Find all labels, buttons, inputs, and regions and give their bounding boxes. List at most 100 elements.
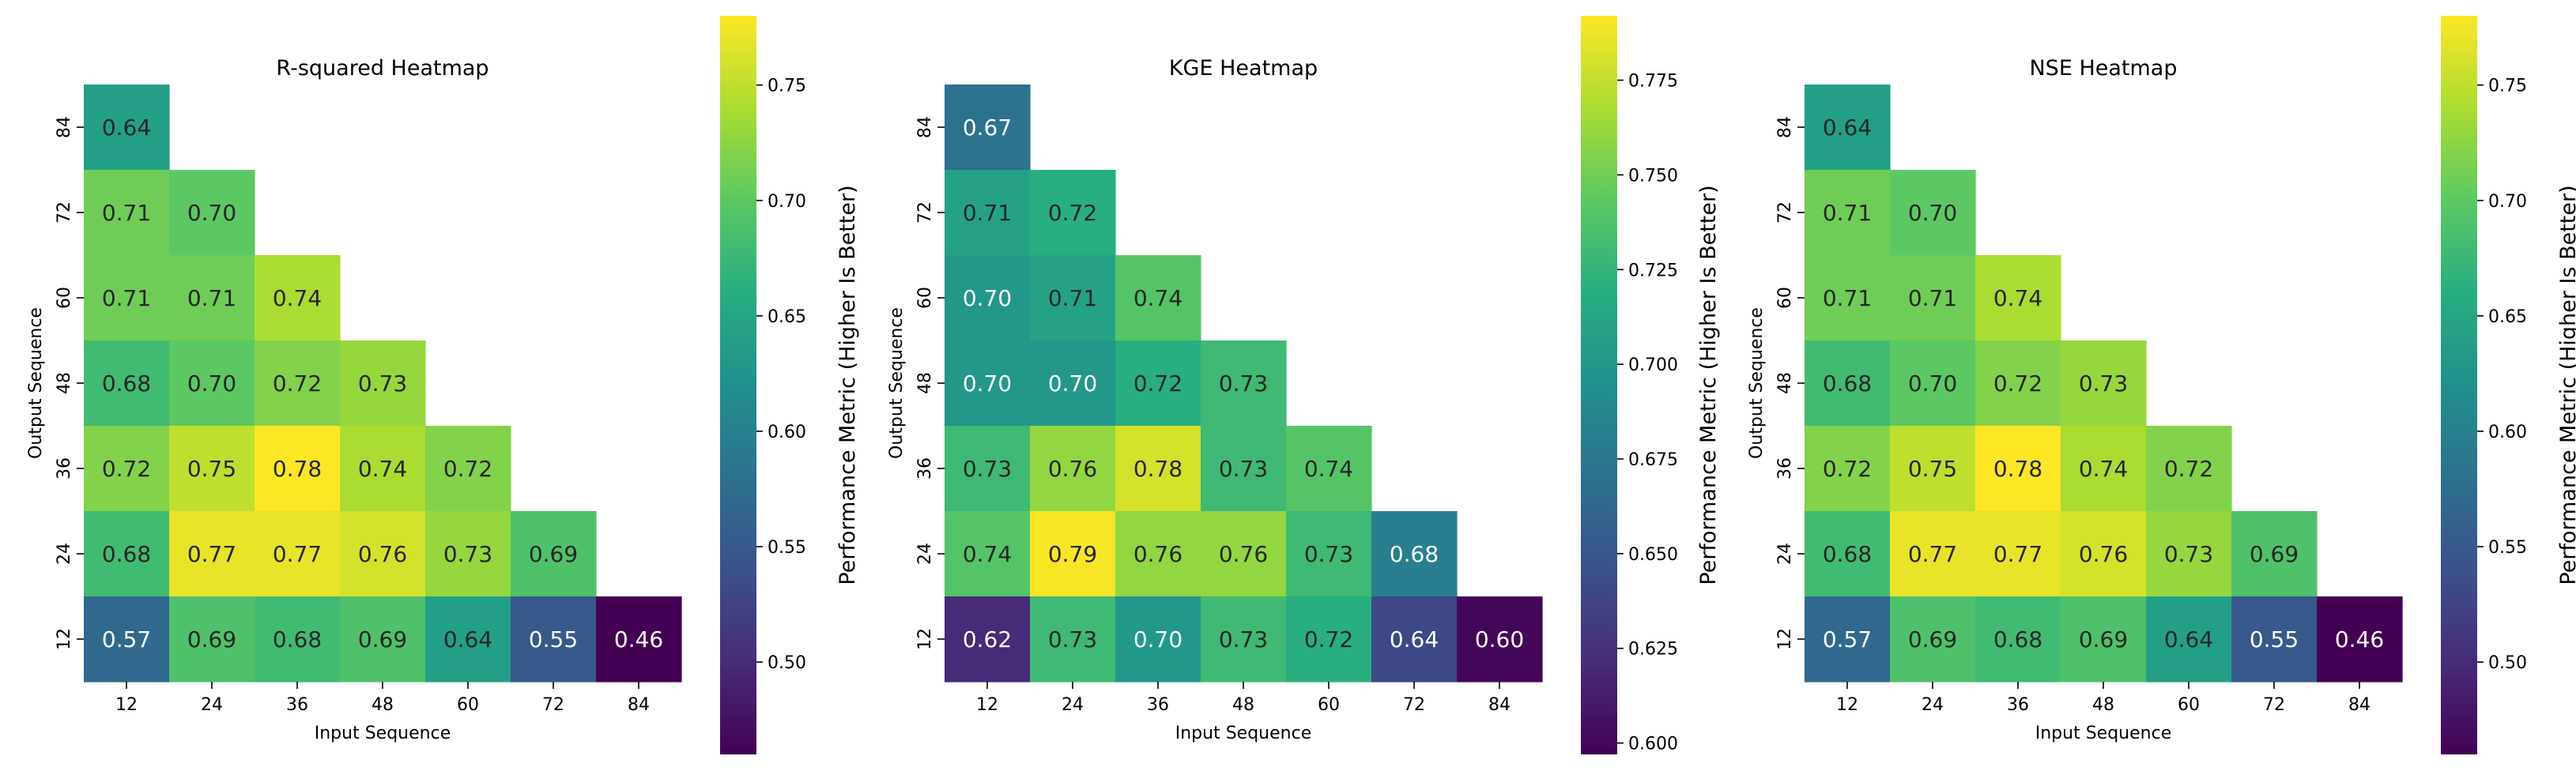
cell-value-label: 0.73 xyxy=(443,541,492,567)
heatmap-cell xyxy=(1890,511,1976,597)
cell-value-label: 0.57 xyxy=(1823,626,1872,653)
heatmap-cell xyxy=(1115,511,1201,597)
heatmap-cell xyxy=(1030,340,1116,427)
x-tick-label: 60 xyxy=(457,695,479,715)
cell-value-label: 0.64 xyxy=(2164,626,2213,653)
cell-value-label: 0.74 xyxy=(1133,285,1182,311)
heatmap-cell xyxy=(1975,511,2061,597)
cell-value-label: 0.72 xyxy=(1304,626,1353,653)
colorbar-tick-label: 0.50 xyxy=(768,653,806,673)
y-tick-label: 24 xyxy=(1775,543,1795,565)
cell-value-label: 0.46 xyxy=(2335,626,2384,653)
heatmap-cell xyxy=(945,596,1031,683)
heatmap-cell xyxy=(2146,426,2232,512)
cell-value-label: 0.68 xyxy=(1823,370,1872,397)
colorbar-tick-label: 0.775 xyxy=(1628,72,1678,92)
cell-value-label: 0.64 xyxy=(1823,115,1872,141)
heatmap-cell xyxy=(1030,511,1116,597)
heatmap-cell xyxy=(1890,170,1976,256)
cell-value-label: 0.71 xyxy=(1823,285,1872,311)
cell-value-label: 0.78 xyxy=(1133,456,1182,482)
y-axis-label: Output Sequence xyxy=(1747,307,1767,459)
heatmap-cell xyxy=(340,340,426,427)
heatmap-cell xyxy=(1286,426,1372,512)
heatmap-cell xyxy=(2061,426,2147,512)
heatmap-cell xyxy=(1890,255,1976,341)
cell-value-label: 0.72 xyxy=(1133,370,1182,397)
heatmap-cell xyxy=(1805,85,1891,171)
heatmap-cell xyxy=(84,85,170,171)
heatmap-cell xyxy=(1115,596,1201,683)
cell-value-label: 0.70 xyxy=(1908,200,1957,226)
heatmap-panel-nse: 0.64 0.71 0.70 0.71 0.71 0.74 0.68 0.70 0.72 0.73… xyxy=(1747,16,2576,754)
cell-value-label: 0.46 xyxy=(614,626,663,653)
heatmap-cell xyxy=(1286,596,1372,683)
heatmap-cell xyxy=(1371,596,1458,683)
y-tick-label: 84 xyxy=(1775,116,1795,138)
colorbar xyxy=(2441,16,2477,754)
heatmap-cell xyxy=(169,255,255,341)
cell-value-label: 0.68 xyxy=(102,541,151,567)
heatmap-cell xyxy=(1115,340,1201,427)
x-tick-label: 24 xyxy=(1062,695,1084,715)
colorbar-tick-label: 0.70 xyxy=(2488,192,2527,212)
cell-value-label: 0.69 xyxy=(187,626,236,653)
cell-value-label: 0.74 xyxy=(273,285,322,311)
colorbar-label: Performance Metric (Higher Is Better) xyxy=(1696,185,1721,585)
heatmap-cell xyxy=(511,596,597,683)
heatmap-cell xyxy=(945,85,1031,171)
heatmap-cell xyxy=(1286,511,1372,597)
heatmap-cell xyxy=(2231,596,2318,683)
x-axis-label: Input Sequence xyxy=(2035,724,2171,743)
colorbar-tick-label: 0.60 xyxy=(768,423,806,442)
heatmap-panel-kge: 0.67 0.71 0.72 0.70 0.71 0.74 0.70 0.70 0.72 0.73… xyxy=(887,16,1721,754)
heatmap-cell xyxy=(84,511,170,597)
cell-value-label: 0.70 xyxy=(1048,370,1097,397)
cell-value-label: 0.70 xyxy=(963,370,1012,397)
y-tick-label: 84 xyxy=(55,116,74,138)
cell-value-label: 0.70 xyxy=(1133,626,1182,653)
heatmap-cell xyxy=(84,426,170,512)
y-tick-label: 60 xyxy=(55,287,74,309)
y-tick-label: 84 xyxy=(915,116,935,138)
x-tick-label: 24 xyxy=(1922,695,1944,715)
y-tick-label: 12 xyxy=(1775,628,1795,650)
y-tick-label: 12 xyxy=(915,628,935,650)
heatmap-cell xyxy=(1201,596,1287,683)
colorbar-tick-label: 0.750 xyxy=(1628,166,1678,186)
x-tick-label: 60 xyxy=(2178,695,2200,715)
heatmap-cell xyxy=(255,340,341,427)
cell-value-label: 0.74 xyxy=(963,541,1012,567)
cell-value-label: 0.73 xyxy=(1048,626,1097,653)
cell-value-label: 0.71 xyxy=(102,285,151,311)
x-tick-label: 36 xyxy=(2007,695,2029,715)
cell-value-label: 0.55 xyxy=(2250,626,2299,653)
heatmap-cell xyxy=(255,511,341,597)
cell-value-label: 0.73 xyxy=(1219,370,1268,397)
heatmap-cell xyxy=(84,170,170,256)
cell-value-label: 0.70 xyxy=(1908,370,1957,397)
heatmap-cell xyxy=(1030,170,1116,256)
x-tick-label: 84 xyxy=(2348,695,2370,715)
x-tick-label: 48 xyxy=(372,695,394,715)
colorbar-tick-label: 0.675 xyxy=(1628,450,1678,470)
heatmap-cell xyxy=(1805,426,1891,512)
colorbar-label: Performance Metric (Higher Is Better) xyxy=(2556,185,2576,585)
heatmap-cell xyxy=(340,426,426,512)
y-tick-label: 72 xyxy=(915,201,935,224)
heatmap-cell xyxy=(169,170,255,256)
cell-value-label: 0.55 xyxy=(529,626,578,653)
cell-value-label: 0.60 xyxy=(1475,626,1524,653)
y-tick-label: 24 xyxy=(915,543,935,565)
cell-value-label: 0.68 xyxy=(1823,541,1872,567)
cell-value-label: 0.75 xyxy=(187,456,236,482)
cell-value-label: 0.73 xyxy=(2079,370,2128,397)
y-tick-label: 60 xyxy=(915,287,935,309)
heatmap-cell xyxy=(945,426,1031,512)
cell-value-label: 0.68 xyxy=(1993,626,2042,653)
heatmap-cell xyxy=(1805,170,1891,256)
cell-value-label: 0.69 xyxy=(2250,541,2299,567)
cell-value-label: 0.72 xyxy=(273,370,322,397)
cell-value-label: 0.73 xyxy=(2164,541,2213,567)
